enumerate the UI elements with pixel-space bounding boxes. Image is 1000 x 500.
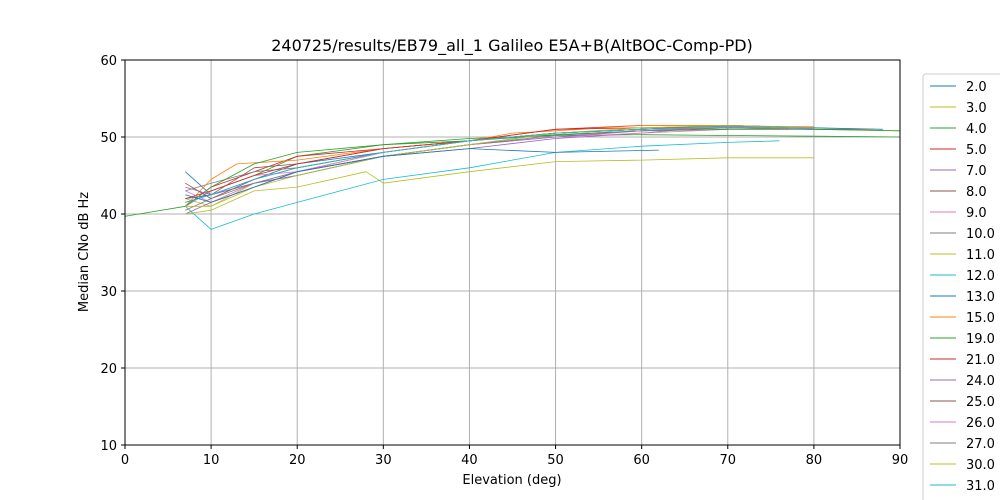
y-tick-label: 60 (100, 54, 117, 69)
y-tick-label: 40 (100, 208, 117, 223)
y-tick-label: 50 (100, 131, 117, 146)
legend-label: 30.0 (966, 458, 995, 473)
y-axis-ticks: 10 20 30 40 50 60 (100, 54, 125, 454)
y-tick-label: 10 (100, 439, 117, 454)
legend-label: 27.0 (966, 437, 995, 452)
x-tick-label: 0 (121, 453, 129, 468)
legend-label: 9.0 (966, 206, 987, 221)
series-lines (124, 125, 901, 230)
legend-label: 8.0 (966, 185, 987, 200)
x-tick-label: 20 (289, 453, 306, 468)
grid (124, 59, 901, 446)
x-tick-label: 30 (375, 453, 392, 468)
y-tick-label: 20 (100, 362, 117, 377)
x-tick-label: 60 (633, 453, 650, 468)
legend-box (922, 73, 1000, 500)
legend-label: 19.0 (966, 332, 995, 347)
legend-label: 13.0 (966, 290, 995, 305)
legend-label: 10.0 (966, 227, 995, 242)
legend-label: 24.0 (966, 374, 995, 389)
x-tick-label: 10 (203, 453, 220, 468)
x-tick-label: 80 (806, 453, 823, 468)
series-line-11-0 (185, 157, 814, 215)
x-tick-label: 40 (461, 453, 478, 468)
legend-label: 25.0 (966, 395, 995, 410)
legend-label: 7.0 (966, 164, 987, 179)
legend-label: 15.0 (966, 311, 995, 326)
series-line-3-0 (185, 126, 901, 207)
chart-title: 240725/results/EB79_all_1 Galileo E5A+B(… (271, 36, 753, 56)
legend-label: 5.0 (966, 143, 987, 158)
plot-frame (124, 59, 901, 446)
series-line-31-0 (185, 125, 814, 203)
series-line-9-0 (185, 128, 728, 207)
legend-label: 26.0 (966, 416, 995, 431)
legend-label: 3.0 (966, 101, 987, 116)
x-tick-label: 70 (720, 453, 737, 468)
series-line-19-0 (185, 128, 901, 207)
x-axis-label: Elevation (deg) (462, 473, 561, 488)
legend-label: 2.0 (966, 80, 987, 95)
series-line-12-0 (185, 140, 780, 230)
legend: 2.0 3.0 4.0 5.0 7.0 8.0 9.0 10.0 11.0 12.0 13.0 15.… (922, 73, 1000, 500)
x-tick-label: 90 (892, 453, 909, 468)
legend-label: 11.0 (966, 248, 995, 263)
y-tick-label: 30 (100, 285, 117, 300)
x-axis-ticks: 0 10 20 30 40 50 60 70 80 90 (121, 445, 908, 468)
legend-label: 12.0 (966, 269, 995, 284)
y-axis-label: Median CNo dB Hz (77, 192, 92, 312)
legend-label: 31.0 (966, 479, 995, 494)
legend-label: 4.0 (966, 122, 987, 137)
legend-label: 21.0 (966, 353, 995, 368)
x-tick-label: 50 (547, 453, 564, 468)
series-line-30-0 (185, 125, 814, 207)
series-line-33-0 (185, 148, 659, 203)
